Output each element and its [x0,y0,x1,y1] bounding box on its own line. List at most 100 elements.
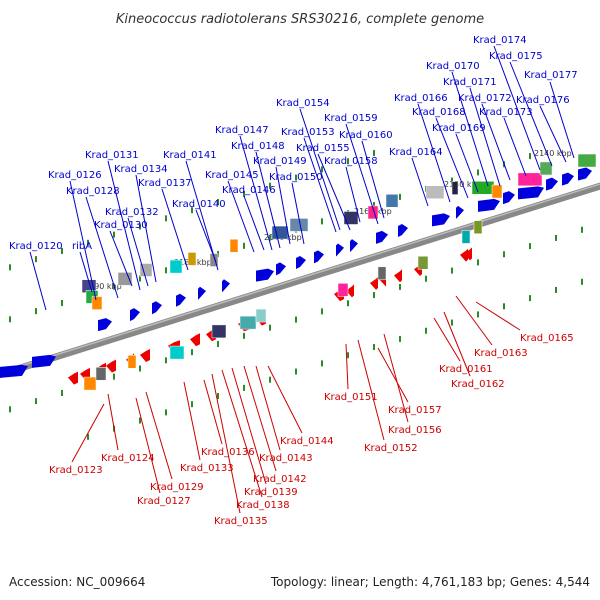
reverse-leader-line [203,379,223,445]
gene-label: Krad_0166 [394,93,448,104]
gene-label: Krad_0142 [253,474,307,485]
forward-gene-labels: Krad_0120 ribA Krad_0126 Krad_0128 Krad_… [9,35,578,252]
gene-label: Krad_0149 [253,156,307,167]
forward-leader-line [503,117,527,177]
forward-gene-arrow [578,167,592,181]
gene-label: Krad_0162 [451,379,505,390]
gene-label: Krad_0156 [388,425,442,436]
forward-leader-line [539,105,567,163]
gene-label: Krad_0127 [137,496,191,507]
feature-box [577,153,597,168]
forward-gene-arrow [0,364,28,378]
gene-label: Krad_0130 [94,220,148,231]
forward-leader-line [417,103,451,203]
gene-label: Krad_0159 [324,113,378,124]
gene-label: Krad_0145 [205,170,259,181]
gene-label: Krad_0164 [389,147,443,158]
forward-leader-line [227,180,255,253]
forward-gene-arrow [32,354,56,368]
forward-gene-arrow [376,230,388,244]
reverse-gene-arrow [370,276,378,290]
reverse-leader-line [145,391,173,480]
forward-leader-line [493,45,541,171]
forward-leader-line [509,61,553,167]
forward-gene-arrow [98,318,112,332]
forward-leader-line [275,166,291,245]
gene-label: Krad_0124 [101,453,155,464]
forward-leader-line [29,251,47,311]
forward-leader-line [455,133,479,193]
reverse-gene-arrow [394,269,402,283]
forward-leader-line [361,140,385,219]
feature-box [385,194,399,208]
gene-label: Krad_0170 [426,61,480,72]
forward-leader-line [411,157,429,207]
gene-label: Krad_0160 [339,130,393,141]
gene-label: Krad_0147 [215,125,269,136]
reverse-gene-arrow [106,359,116,373]
gene-label: Krad_0169 [432,123,486,134]
forward-gene-arrow [198,286,206,300]
forward-leader-line [303,137,337,233]
forward-gene-arrow [276,262,286,276]
gene-label: Krad_0152 [364,443,418,454]
gene-label: Krad_0153 [281,127,335,138]
feature-box [187,252,197,266]
accession-text: Accession: NC_009664 [9,575,145,589]
reverse-leader-line [183,381,201,461]
scale-label: 2190 kbp [84,282,122,291]
gene-label: Krad_0129 [150,482,204,493]
gene-label: Krad_0137 [138,178,192,189]
feature-box [271,225,289,240]
reverse-leader-line [255,365,281,451]
reverse-gene-arrow [190,333,200,347]
gene-label: Krad_0134 [114,164,168,175]
gene-label: Krad_0165 [520,333,574,344]
feature-box [211,324,227,339]
feature-box [471,181,495,195]
feature-box [367,205,379,220]
feature-box [169,345,185,360]
gene-label: Krad_0126 [48,170,102,181]
gene-label: Krad_0143 [259,453,313,464]
forward-gene-arrow [130,308,140,322]
page-title: Kineococcus radiotolerans SRS30216, comp… [116,12,484,27]
feature-box [461,230,471,244]
forward-leader-line [185,160,219,271]
gene-label: Krad_0123 [49,465,103,476]
gene-label: Krad_0146 [222,185,276,196]
reverse-gene-arrow [460,248,468,262]
genome-axis-highlight [0,183,600,374]
forward-gene-arrow [176,293,186,307]
forward-leader-line [291,182,305,245]
reverse-gene-arrow [464,247,472,261]
reverse-gene-arrow [140,348,150,362]
gene-label: Krad_0168 [412,107,466,118]
feature-box [417,256,429,270]
reverse-leader-line [71,403,105,463]
reverse-leader-line [211,373,241,514]
reverse-leader-line [221,369,263,498]
reverse-leader-line [107,393,119,451]
forward-gene-arrow [336,243,344,257]
feature-box [127,355,137,369]
forward-gene-arrow [398,224,408,238]
gene-label: Krad_0150 [269,172,323,183]
forward-leader-line [299,108,341,231]
forward-leader-line [469,87,501,187]
reverse-leader-line [443,311,471,377]
reverse-leader-line [455,295,493,346]
reverse-leader-line [135,397,161,494]
genome-axis-line [0,182,600,379]
feature-box [239,315,257,330]
forward-leader-line [85,196,119,299]
gene-label: Krad_0138 [236,500,290,511]
gene-label: Krad_0157 [388,405,442,416]
forward-leader-line [69,180,97,301]
feature-box [517,172,543,187]
forward-gene-arrow [432,213,450,227]
feature-box [91,296,103,310]
feature-box [473,220,483,234]
feature-box [117,272,133,286]
